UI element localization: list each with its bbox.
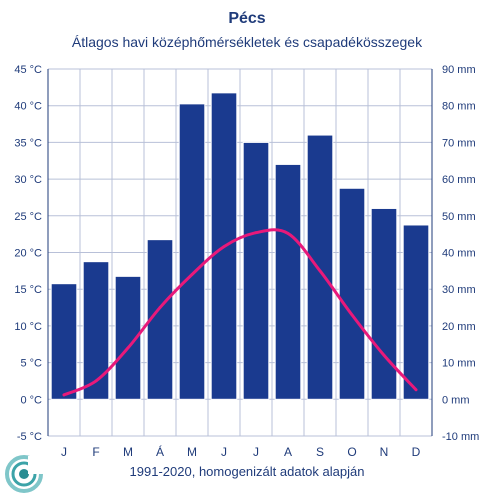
temperature-point-1	[62, 393, 66, 397]
temperature-point-6	[222, 245, 226, 249]
temperature-line	[62, 228, 418, 397]
left-tick-label: 25 °C	[14, 211, 42, 223]
month-label-3: M	[123, 445, 133, 459]
left-tick-label: 15 °C	[14, 284, 42, 296]
month-label-1: J	[61, 445, 67, 459]
precipitation-bar-12	[402, 224, 430, 400]
right-tick-label: 80 mm	[442, 101, 476, 113]
left-tick-label: 40 °C	[14, 101, 42, 113]
right-axis-ticks: -10 mm 0 mm 10 mm 20 mm 30 mm 40 mm 50 mm 60 mm…	[442, 64, 479, 443]
left-tick-label: 35 °C	[14, 137, 42, 149]
precipitation-bar-5	[178, 103, 206, 400]
left-axis-ticks: -5 °C 0 °C 5 °C 10 °C 15 °C 20 °C 25 °C 30 °C 35…	[14, 64, 42, 443]
temperature-point-9	[318, 269, 322, 273]
month-label-6: J	[221, 445, 227, 459]
left-tick-label: 5 °C	[20, 358, 42, 370]
left-tick-label: -5 °C	[17, 431, 42, 443]
right-tick-label: 10 mm	[442, 358, 476, 370]
month-label-8: A	[284, 445, 292, 459]
precipitation-bar-11	[370, 207, 398, 400]
right-tick-label: 40 mm	[442, 248, 476, 260]
temperature-point-11	[382, 353, 386, 357]
temperature-point-12	[414, 388, 418, 392]
left-tick-label: 0 °C	[20, 394, 42, 406]
precipitation-bar-1	[50, 283, 78, 400]
temperature-point-3	[126, 346, 130, 350]
month-label-2: F	[92, 445, 99, 459]
precipitation-bar-7	[242, 141, 270, 400]
precipitation-bar-9	[306, 134, 334, 400]
chart-subtitle: Átlagos havi középhőmérsékletek és csapa…	[71, 34, 423, 50]
temperature-line-group	[62, 228, 418, 397]
right-tick-label: 20 mm	[442, 321, 476, 333]
precipitation-bar-8	[274, 163, 302, 400]
temperature-point-7	[254, 231, 258, 235]
left-tick-label: 45 °C	[14, 64, 42, 76]
right-tick-label: 70 mm	[442, 137, 476, 149]
right-tick-label: 0 mm	[442, 394, 470, 406]
left-tick-label: 20 °C	[14, 248, 42, 260]
month-label-11: N	[380, 445, 389, 459]
right-tick-label: 50 mm	[442, 211, 476, 223]
axes	[47, 69, 433, 436]
precipitation-bar-10	[338, 187, 366, 400]
right-tick-label: -10 mm	[442, 431, 479, 443]
logo-icon	[5, 455, 46, 493]
chart-title: Pécs	[228, 10, 266, 27]
month-label-7: J	[253, 445, 259, 459]
grid-lines	[47, 68, 433, 437]
month-label-4: Á	[156, 444, 164, 459]
month-label-5: M	[187, 445, 197, 459]
left-tick-label: 10 °C	[14, 321, 42, 333]
left-tick-label: 30 °C	[14, 174, 42, 186]
month-label-12: D	[412, 445, 421, 459]
temperature-point-2	[94, 379, 98, 383]
temperature-point-4	[158, 306, 162, 309]
temperature-point-5	[190, 273, 194, 276]
right-tick-label: 30 mm	[442, 284, 476, 296]
temperature-point-10	[350, 313, 354, 317]
right-tick-label: 90 mm	[442, 64, 476, 76]
right-tick-label: 60 mm	[442, 174, 476, 186]
month-label-9: S	[316, 445, 324, 459]
chart-footer: 1991-2020, homogenizált adatok alapján	[129, 464, 365, 479]
precipitation-bar-2	[82, 261, 110, 400]
month-label-10: O	[347, 445, 356, 459]
temperature-point-8	[286, 232, 290, 235]
